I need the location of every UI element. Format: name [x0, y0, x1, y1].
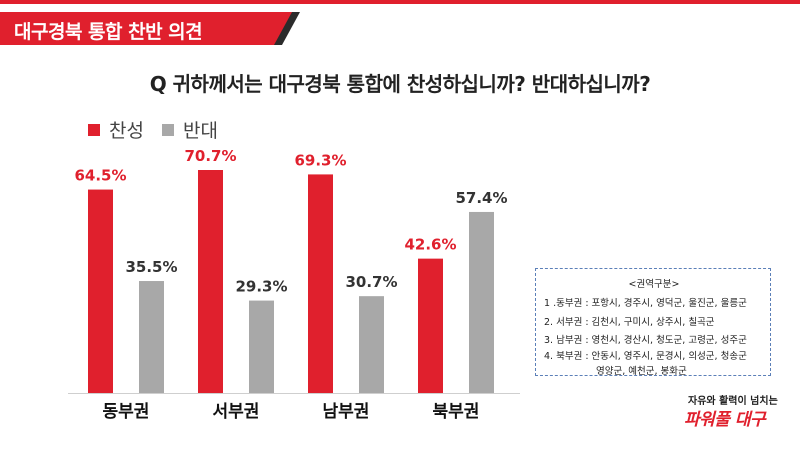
legend-item-support: 찬성 — [88, 116, 144, 143]
brand-tagline: 자유와 활력이 넘치는 — [688, 396, 778, 407]
legend-label-support: 찬성 — [109, 120, 144, 142]
legend-swatch-support — [88, 123, 100, 136]
bar-oppose-2 — [359, 296, 384, 393]
data-label-support-3: 42.6% — [404, 236, 456, 254]
region-row-east: 1 .동부권 : 포항시, 경주시, 영덕군, 울진군, 울릉군 — [544, 298, 747, 309]
region-row-north-cont: 영양군, 예천군, 봉화군 — [596, 366, 687, 377]
bar-support-3 — [418, 258, 443, 393]
bar-oppose-0 — [139, 281, 164, 393]
data-label-oppose-0: 35.5% — [125, 258, 177, 276]
chart-legend: 찬성 반대 — [88, 116, 228, 143]
top-accent-bar — [0, 0, 800, 4]
region-row-south: 3. 남부권 : 영천시, 경산시, 청도군, 고령군, 성주군 — [544, 335, 747, 346]
region-classification-box: <권역구분> 1 .동부권 : 포항시, 경주시, 영덕군, 울진군, 울릉군 … — [535, 268, 771, 377]
bar-oppose-1 — [249, 300, 274, 393]
category-label-2: 남부권 — [323, 402, 370, 422]
region-row-north: 4. 북부권 : 안동시, 영주시, 문경시, 의성군, 청송군 — [544, 351, 747, 362]
bar-support-2 — [308, 174, 333, 393]
title-banner-shape — [0, 12, 300, 45]
bar-support-0 — [88, 189, 113, 393]
title-banner: 대구경북 통합 찬반 의견 — [0, 12, 300, 45]
region-box-title: <권역구분> — [628, 279, 680, 290]
bar-oppose-3 — [469, 211, 494, 393]
data-label-support-0: 64.5% — [74, 167, 126, 185]
category-label-1: 서부권 — [213, 402, 260, 422]
category-label-3: 북부권 — [433, 402, 480, 422]
category-label-0: 동부권 — [103, 402, 150, 422]
legend-label-oppose: 반대 — [182, 120, 218, 142]
data-label-oppose-1: 29.3% — [235, 278, 287, 296]
bar-support-1 — [198, 170, 223, 393]
brand-logo-text: 파워풀 대구 — [684, 410, 766, 430]
legend-item-oppose: 반대 — [161, 116, 218, 143]
banner-title: 대구경북 통합 찬반 의견 — [14, 21, 203, 43]
data-label-support-1: 70.7% — [184, 147, 236, 165]
data-label-oppose-2: 30.7% — [345, 273, 397, 291]
survey-question: Q 귀하께서는 대구경북 통합에 찬성하십니까? 반대하십니까? — [149, 72, 651, 96]
legend-swatch-oppose — [161, 123, 174, 136]
data-label-support-2: 69.3% — [294, 151, 346, 169]
data-label-oppose-3: 57.4% — [455, 189, 507, 207]
region-row-west: 2. 서부권 : 김천시, 구미시, 상주시, 칠곡군 — [544, 317, 715, 328]
